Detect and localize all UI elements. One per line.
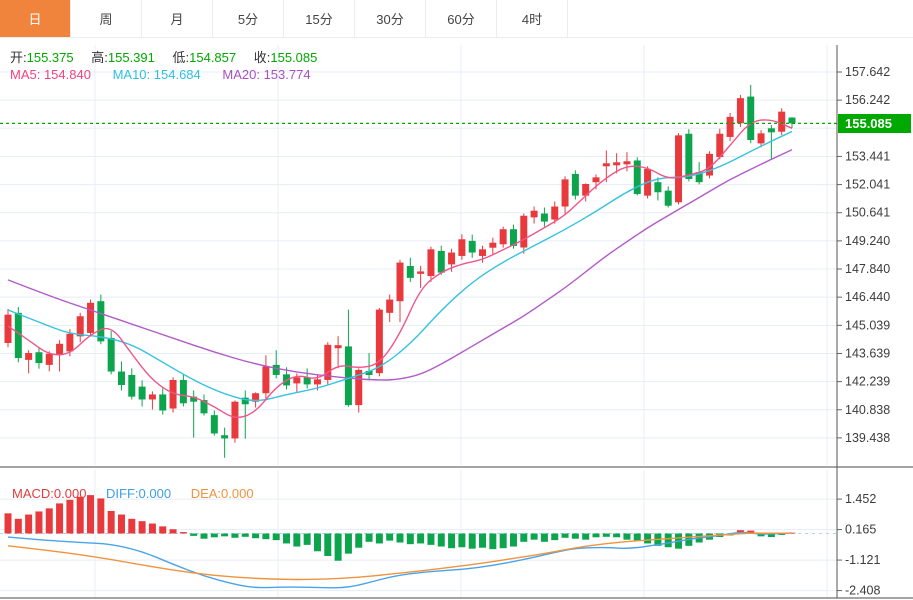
tab-5min[interactable]: 5分 — [213, 0, 284, 37]
open-label: 开: — [10, 50, 27, 65]
low-label: 低: — [172, 50, 190, 65]
low-value: 154.857 — [189, 50, 237, 65]
close-label: 收: — [253, 50, 271, 65]
current-price-tag: 155.085 — [838, 114, 911, 133]
svg-text:149.240: 149.240 — [845, 234, 890, 248]
high-label: 高: — [91, 50, 108, 65]
ma20-legend: MA20: 153.774 — [222, 67, 311, 82]
high-value: 155.391 — [107, 50, 155, 65]
tab-15min[interactable]: 15分 — [284, 0, 355, 37]
svg-text:142.239: 142.239 — [845, 375, 890, 389]
svg-text:156.242: 156.242 — [845, 93, 890, 107]
close-value: 155.085 — [270, 50, 318, 65]
svg-text:1.452: 1.452 — [845, 492, 876, 506]
diff-value: DIFF:0.000 — [106, 486, 172, 501]
open-value: 155.375 — [26, 50, 74, 65]
tab-4hour[interactable]: 4时 — [497, 0, 568, 37]
svg-text:150.641: 150.641 — [845, 206, 890, 220]
svg-text:146.440: 146.440 — [845, 290, 890, 304]
svg-text:145.039: 145.039 — [845, 318, 890, 332]
tab-weekly[interactable]: 周 — [71, 0, 142, 37]
ma-legend-row: MA5: 154.840 MA10: 154.684 MA20: 153.774 — [10, 67, 311, 82]
tab-30min[interactable]: 30分 — [355, 0, 426, 37]
svg-text:140.838: 140.838 — [845, 403, 890, 417]
svg-text:152.041: 152.041 — [845, 178, 890, 192]
macd-value: MACD:0.000 — [12, 486, 87, 501]
ma5-legend: MA5: 154.840 — [10, 67, 91, 82]
period-tabbar: 日 周 月 5分 15分 30分 60分 4时 — [0, 0, 913, 38]
ohlc-info-row: 开:155.375 高:155.391 低:154.857 收:155.085 — [10, 47, 331, 66]
svg-text:0.165: 0.165 — [845, 523, 876, 537]
svg-text:-1.121: -1.121 — [845, 553, 880, 567]
svg-text:143.639: 143.639 — [845, 346, 890, 360]
svg-text:147.840: 147.840 — [845, 262, 890, 276]
dea-value: DEA:0.000 — [190, 486, 254, 501]
svg-text:139.438: 139.438 — [845, 431, 890, 445]
svg-text:157.642: 157.642 — [845, 65, 890, 79]
ma10-legend: MA10: 154.684 — [112, 67, 201, 82]
svg-text:-2.408: -2.408 — [845, 584, 880, 598]
svg-text:153.441: 153.441 — [845, 149, 890, 163]
macd-legend-row: MACD:0.000 DIFF:0.000 DEA:0.000 — [12, 486, 254, 501]
tab-monthly[interactable]: 月 — [142, 0, 213, 37]
tab-daily[interactable]: 日 — [0, 0, 71, 37]
tab-60min[interactable]: 60分 — [426, 0, 497, 37]
